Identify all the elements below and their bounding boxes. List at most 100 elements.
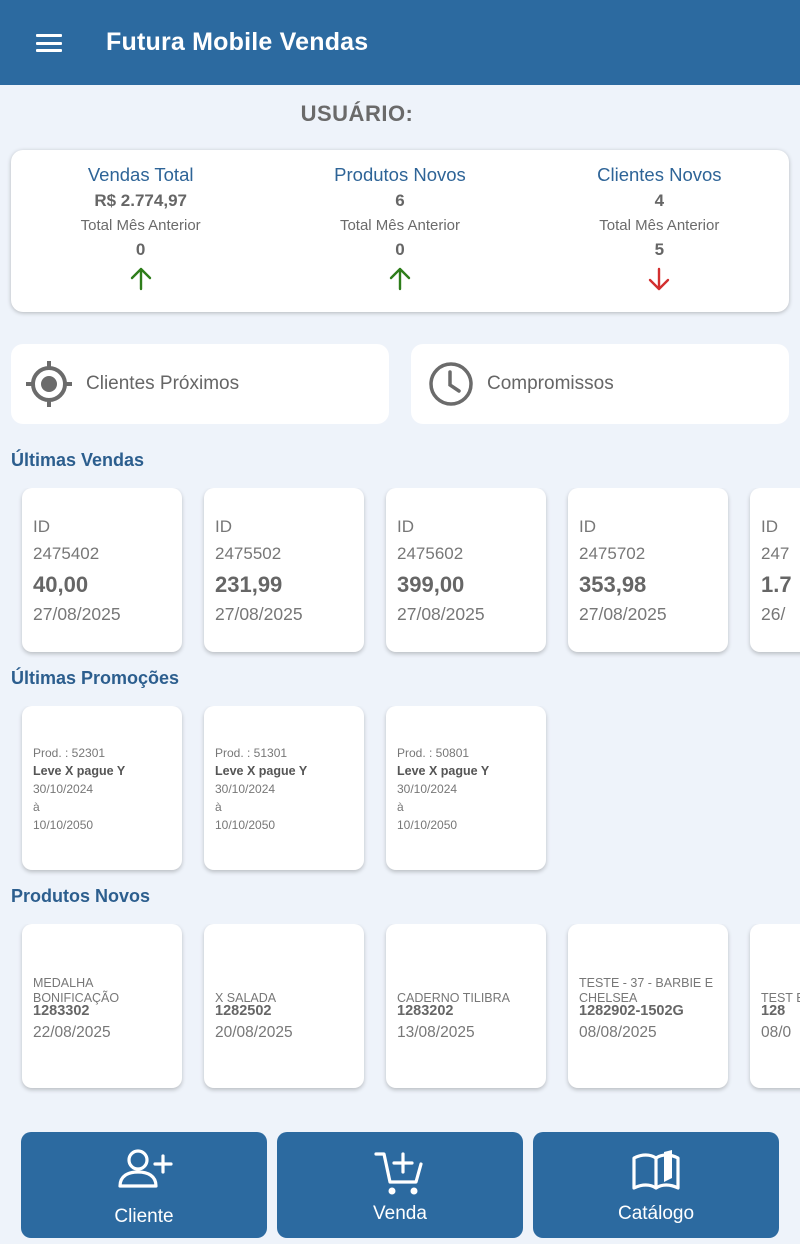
product-name: MEDALHA BONIFICAÇÃO: [33, 976, 120, 1005]
section-title-sales: Últimas Vendas: [11, 450, 145, 470]
product-name: X SALADA: [215, 991, 277, 1005]
new-sale-button[interactable]: Venda: [277, 1132, 523, 1238]
promo-name: Leve X pague Y: [397, 764, 490, 778]
stat-prev-value: 0: [135, 240, 146, 259]
appointments-button[interactable]: Compromissos: [411, 344, 789, 424]
new-sale-label: Venda: [373, 1203, 427, 1224]
arrow-down-icon: [649, 267, 670, 291]
sale-date: 27/08/2025: [33, 604, 121, 624]
clock-icon: [429, 362, 473, 406]
sale-id-label: ID: [761, 517, 778, 536]
hamburger-menu-icon[interactable]: [36, 34, 62, 52]
product-card[interactable]: MEDALHA BONIFICAÇÃO 1283302 22/08/2025: [22, 924, 182, 1088]
product-card[interactable]: TESTE - 37 - BARBIE E CHELSEA 1282902-15…: [568, 924, 728, 1088]
promo-separator: à: [33, 800, 40, 814]
stat-value: 6: [395, 191, 405, 210]
sale-id: 2475702: [579, 544, 646, 563]
promo-start-date: 30/10/2024: [33, 782, 94, 796]
product-card[interactable]: CADERNO TILIBRA 1283202 13/08/2025: [386, 924, 546, 1088]
promo-product: Prod. : 52301: [33, 746, 106, 760]
sale-id: 247: [761, 544, 790, 563]
promo-product: Prod. : 50801: [397, 746, 470, 760]
app-title: Futura Mobile Vendas: [106, 28, 369, 56]
promo-name: Leve X pague Y: [33, 764, 126, 778]
sales-list[interactable]: ID 2475402 40,00 27/08/2025 ID 2475502 2…: [0, 488, 800, 658]
product-date: 20/08/2025: [215, 1024, 293, 1041]
promo-card[interactable]: Prod. : 52301 Leve X pague Y 30/10/2024 …: [22, 706, 182, 870]
catalog-button[interactable]: Catálogo: [533, 1132, 779, 1238]
promo-start-date: 30/10/2024: [397, 782, 458, 796]
promo-separator: à: [397, 800, 404, 814]
sale-id: 2475602: [397, 544, 464, 563]
stat-sales-total: Vendas Total R$ 2.774,97 Total Mês Anter…: [11, 150, 270, 312]
stat-value: R$ 2.774,97: [94, 191, 187, 210]
sale-value: 40,00: [33, 572, 89, 597]
stat-title: Vendas Total: [87, 164, 194, 185]
sale-date: 27/08/2025: [215, 604, 303, 624]
product-date: 22/08/2025: [33, 1024, 111, 1041]
nearby-clients-button[interactable]: Clientes Próximos: [11, 344, 389, 424]
stat-prev-label: Total Mês Anterior: [80, 217, 201, 234]
promo-name: Leve X pague Y: [215, 764, 308, 778]
sale-id-label: ID: [215, 517, 232, 536]
sale-date: 27/08/2025: [579, 604, 667, 624]
sale-card[interactable]: ID 2475502 231,99 27/08/2025: [204, 488, 364, 652]
stat-value: 4: [654, 191, 665, 210]
sale-card[interactable]: ID 2475402 40,00 27/08/2025: [22, 488, 182, 652]
product-name: CADERNO TILIBRA: [397, 991, 510, 1005]
stat-prev-label: Total Mês Anterior: [339, 217, 461, 234]
stat-new-clients: Clientes Novos 4 Total Mês Anterior 5: [530, 150, 789, 312]
sale-value: 1.7: [761, 572, 792, 597]
stat-prev-value: 5: [654, 240, 665, 259]
promo-card[interactable]: Prod. : 51301 Leve X pague Y 30/10/2024 …: [204, 706, 364, 870]
add-user-icon: [118, 1149, 173, 1188]
sale-value: 353,98: [579, 572, 647, 597]
sale-value: 231,99: [215, 572, 283, 597]
promo-product: Prod. : 51301: [215, 746, 288, 760]
sale-value: 399,00: [397, 572, 465, 597]
stat-prev-value: 0: [395, 240, 405, 259]
promos-list[interactable]: Prod. : 52301 Leve X pague Y 30/10/2024 …: [0, 706, 800, 876]
products-list[interactable]: MEDALHA BONIFICAÇÃO 1283302 22/08/2025 X…: [0, 924, 800, 1094]
promo-end-date: 10/10/2050: [33, 818, 94, 832]
nearby-clients-label: Clientes Próximos: [86, 373, 240, 394]
product-card[interactable]: TEST BARE 128 08/0: [750, 924, 800, 1088]
product-code: 128: [761, 1003, 786, 1019]
new-client-button[interactable]: Cliente: [21, 1132, 267, 1238]
arrow-up-icon: [389, 267, 411, 291]
product-card[interactable]: X SALADA 1282502 20/08/2025: [204, 924, 364, 1088]
promo-card[interactable]: Prod. : 50801 Leve X pague Y 30/10/2024 …: [386, 706, 546, 870]
product-code: 1283202: [397, 1003, 454, 1019]
product-date: 13/08/2025: [397, 1024, 475, 1041]
product-date: 08/0: [761, 1024, 792, 1041]
product-code: 1282502: [215, 1003, 272, 1019]
sale-id-label: ID: [397, 517, 414, 536]
app-bar: Futura Mobile Vendas: [0, 0, 800, 85]
open-book-icon: [632, 1150, 680, 1190]
promo-separator: à: [215, 800, 222, 814]
stat-title: Produtos Novos: [334, 164, 466, 185]
sale-id-label: ID: [579, 517, 596, 536]
promo-start-date: 30/10/2024: [215, 782, 276, 796]
sale-card[interactable]: ID 2475602 399,00 27/08/2025: [386, 488, 546, 652]
add-to-cart-icon: [374, 1152, 423, 1195]
user-label: USUÁRIO:: [300, 101, 414, 126]
location-target-icon: [26, 361, 72, 407]
sale-id: 2475402: [33, 544, 100, 563]
product-name: TEST BARE: [761, 991, 800, 1005]
sale-card[interactable]: ID 2475702 353,98 27/08/2025: [568, 488, 728, 652]
section-title-promos: Últimas Promoções: [11, 668, 180, 688]
stats-card: Vendas Total R$ 2.774,97 Total Mês Anter…: [11, 150, 789, 312]
promo-end-date: 10/10/2050: [397, 818, 458, 832]
sale-id: 2475502: [215, 544, 282, 563]
promo-end-date: 10/10/2050: [215, 818, 276, 832]
appointments-label: Compromissos: [487, 373, 614, 394]
product-name: TESTE - 37 - BARBIE E CHELSEA: [579, 976, 714, 1005]
product-code: 1283302: [33, 1003, 90, 1019]
sale-id-label: ID: [33, 517, 50, 536]
product-code: 1282902-1502G: [579, 1003, 684, 1019]
stat-title: Clientes Novos: [597, 164, 722, 185]
section-title-products: Produtos Novos: [11, 886, 151, 906]
sale-card[interactable]: ID 247 1.7 26/: [750, 488, 800, 652]
catalog-label: Catálogo: [617, 1203, 695, 1224]
